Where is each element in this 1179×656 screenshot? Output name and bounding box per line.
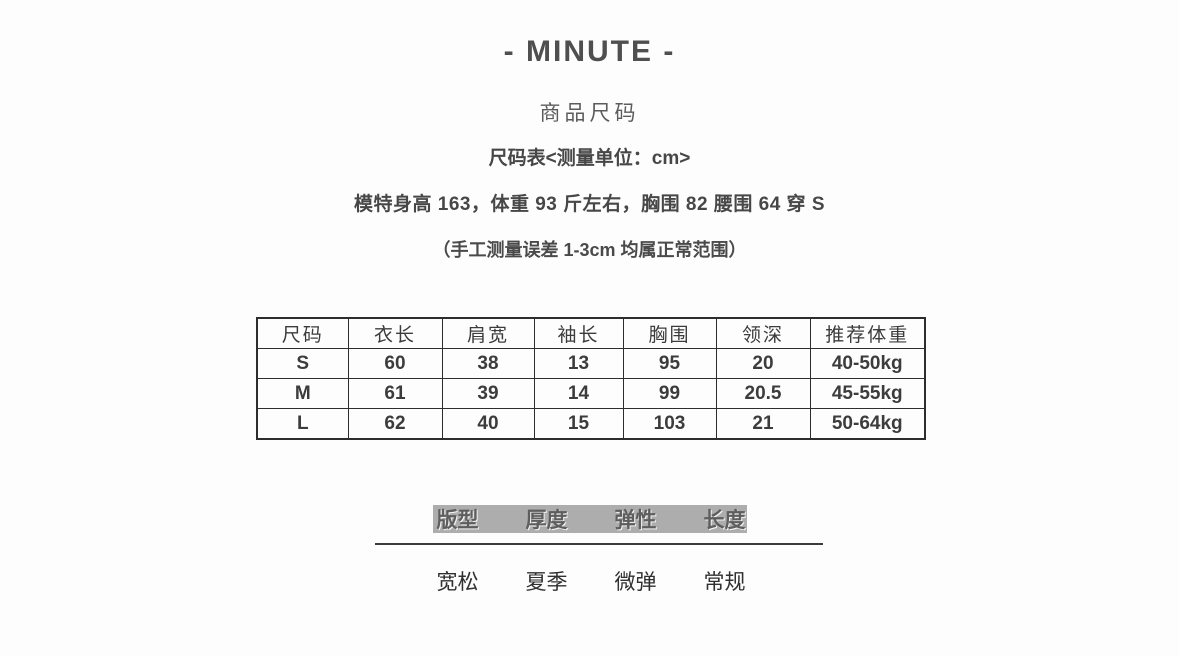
col-header-garment-length: 衣长 — [347, 317, 443, 349]
attr-value-length: 常规 — [703, 570, 746, 594]
cell-shoulder-width: 40 — [441, 408, 535, 440]
cell-garment-length: 61 — [347, 378, 443, 409]
model-info-line: 模特身高 163，体重 93 斤左右，胸围 82 腰围 64 穿 S — [353, 194, 825, 215]
cell-shoulder-width: 38 — [441, 348, 535, 379]
cell-sleeve-length: 14 — [533, 378, 624, 409]
cell-bust: 103 — [622, 408, 717, 440]
page-title: 商品尺码 — [539, 101, 640, 125]
cell-sleeve-length: 15 — [533, 408, 624, 440]
attr-header-elasticity: 弹性 — [614, 507, 657, 532]
table-row-size-m: M 61 39 14 99 20.5 45-55kg — [256, 378, 926, 409]
size-table-header-row: 尺码 衣长 肩宽 袖长 胸围 领深 推荐体重 — [256, 317, 926, 349]
attribute-header-bar: 版型 厚度 弹性 长度 — [433, 505, 747, 533]
attr-value-fit: 宽松 — [436, 570, 479, 594]
col-header-shoulder-width: 肩宽 — [441, 317, 535, 349]
table-row-size-l: L 62 40 15 103 21 50-64kg — [256, 408, 926, 440]
col-header-sleeve-length: 袖长 — [533, 317, 624, 349]
cell-size: M — [256, 378, 349, 409]
attr-header-thickness: 厚度 — [525, 507, 568, 532]
col-header-bust: 胸围 — [622, 317, 717, 349]
attribute-values-row: 宽松 夏季 微弹 常规 — [433, 566, 747, 596]
measurement-unit-subtitle: 尺码表<测量单位：cm> — [488, 148, 691, 169]
attr-header-length: 长度 — [703, 507, 746, 532]
cell-sleeve-length: 13 — [533, 348, 624, 379]
cell-neck-depth: 20.5 — [715, 378, 811, 409]
cell-shoulder-width: 39 — [441, 378, 535, 409]
cell-size: S — [256, 348, 349, 379]
cell-neck-depth: 21 — [715, 408, 811, 440]
col-header-neck-depth: 领深 — [715, 317, 811, 349]
divider-line — [375, 543, 823, 545]
table-row-size-s: S 60 38 13 95 20 40-50kg — [256, 348, 926, 379]
cell-garment-length: 62 — [347, 408, 443, 440]
attr-header-fit: 版型 — [436, 507, 479, 532]
col-header-size: 尺码 — [256, 317, 349, 349]
cell-recommended-weight: 50-64kg — [809, 408, 926, 440]
cell-bust: 99 — [622, 378, 717, 409]
cell-size: L — [256, 408, 349, 440]
measurement-error-note: （手工测量误差 1-3cm 均属正常范围） — [432, 240, 747, 260]
cell-recommended-weight: 40-50kg — [809, 348, 926, 379]
brand-title: - MINUTE - — [503, 35, 676, 68]
attr-value-thickness: 夏季 — [525, 570, 568, 594]
cell-neck-depth: 20 — [715, 348, 811, 379]
size-table: 尺码 衣长 肩宽 袖长 胸围 领深 推荐体重 S 60 38 13 95 20 … — [256, 317, 926, 440]
cell-bust: 95 — [622, 348, 717, 379]
attr-value-elasticity: 微弹 — [614, 570, 657, 594]
cell-recommended-weight: 45-55kg — [809, 378, 926, 409]
cell-garment-length: 60 — [347, 348, 443, 379]
col-header-recommended-weight: 推荐体重 — [809, 317, 926, 349]
